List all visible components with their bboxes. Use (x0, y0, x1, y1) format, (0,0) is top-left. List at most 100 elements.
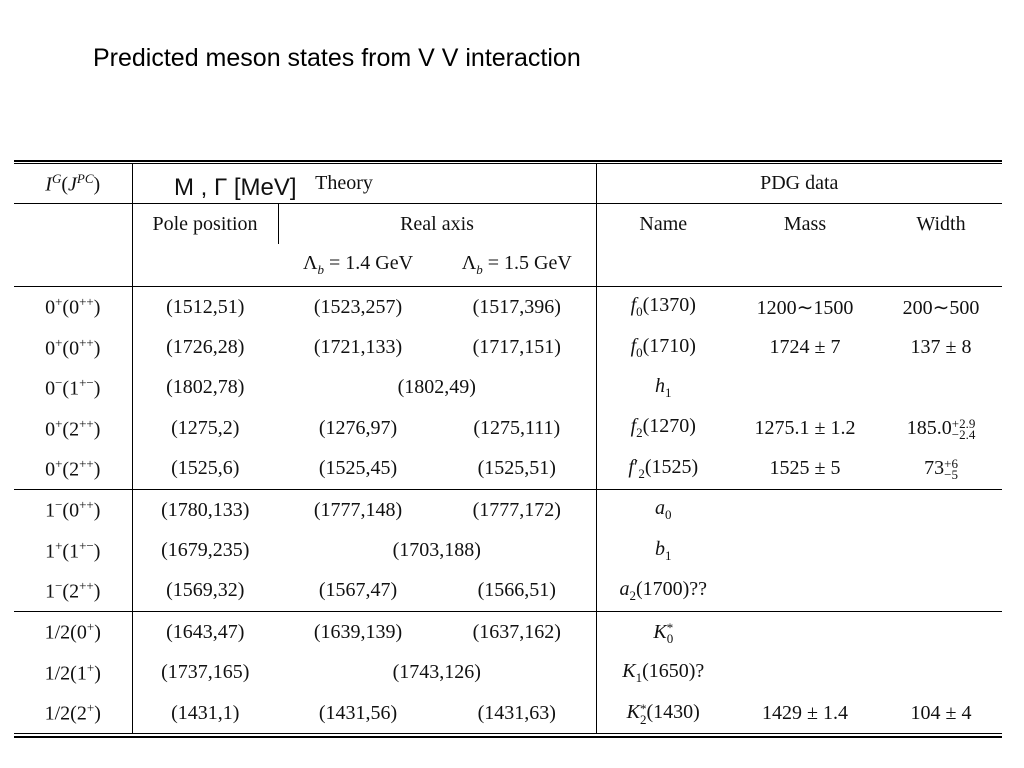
header-real-axis: Real axis (277, 203, 597, 244)
pole-cell: (1802,78) (131, 367, 278, 409)
name-cell: K* 2(1430) (595, 692, 731, 734)
table-row: 1−(0++) (1780,133) (1777,148) (1777,172)… (14, 488, 1003, 531)
header-row-2: Pole position Real axis Name Mass Width (14, 203, 1003, 244)
real-axis-cell: (1703,188) (392, 539, 481, 562)
name-cell: a2(1700)?? (595, 570, 731, 612)
real-axis-14-cell: (1721,133) (313, 336, 403, 359)
table-row: 1+(1+−) (1679,235) (1703,188) b1 (14, 530, 1002, 571)
real-axis-15-cell: (1275,111) (473, 416, 561, 439)
mass-cell (730, 488, 881, 531)
pole-cell: (1643,47) (131, 611, 278, 653)
mass-cell: 1200∼1500 (730, 286, 881, 328)
pole-cell: (1737,165) (131, 652, 278, 693)
header-empty (880, 244, 1002, 287)
mass-cell: 1724 ± 7 (769, 336, 841, 359)
real-axis-15-cell: (1525,51) (477, 457, 556, 480)
table-row: 1/2(1+) (1737,165) (1743,126) K1(1650)? (14, 652, 1002, 693)
pole-cell: (1275,2) (131, 408, 278, 449)
width-cell (880, 530, 1002, 570)
name-cell: b1 (595, 530, 731, 571)
header-empty (595, 244, 731, 287)
header-mass: Mass (730, 203, 881, 244)
header-empty (14, 244, 132, 287)
width-cell (880, 653, 1002, 693)
table-row: 1/2(0+) (1643,47) (1639,139) (1637,162) … (14, 611, 1003, 653)
table-row: 1−(2++) (1569,32) (1567,47) (1566,51) a2… (14, 570, 1002, 612)
width-cell: 73+6 −5 (924, 456, 958, 483)
pole-cell: (1525,6) (131, 448, 278, 490)
width-cell: 104 ± 4 (910, 701, 972, 724)
name-cell: K* 0 (595, 611, 731, 653)
header-lambda-15: Λb = 1.5 GeV (461, 252, 572, 277)
pole-cell: (1512,51) (131, 286, 278, 328)
qn-cell: 0+(2++) (45, 455, 101, 481)
name-cell: f0(1710) (595, 327, 731, 368)
qn-cell: 1−(2++) (45, 578, 101, 603)
header-pdg: PDG data (595, 164, 1003, 204)
header-name: Name (595, 203, 731, 244)
real-axis-cell: (1802,49) (397, 376, 476, 399)
name-cell: K1(1650)? (595, 652, 731, 693)
width-cell (880, 488, 1003, 531)
pole-cell: (1431,1) (131, 692, 278, 734)
units-label: M , Γ [MeV] (174, 174, 297, 201)
table-bottom-rule (14, 733, 1002, 739)
name-cell: a0 (595, 488, 731, 531)
pole-cell: (1679,235) (131, 530, 278, 571)
header-row-1: IG(JPC) Theory PDG data (14, 164, 1003, 204)
qn-cell: 1/2(0+) (14, 611, 132, 653)
mass-cell (730, 611, 881, 653)
mass-cell (730, 571, 880, 612)
meson-states-table: IG(JPC) Theory PDG data Pole position Re… (14, 164, 1003, 734)
real-axis-14-cell: (1525,45) (318, 457, 398, 480)
qn-cell: 0+(0++) (14, 286, 132, 328)
width-cell: 185.0+2.9 −2.4 (906, 416, 976, 443)
qn-cell: 0+(2++) (45, 415, 101, 441)
qn-cell: 1+(1+−) (45, 537, 101, 563)
pole-cell: (1726,28) (131, 327, 278, 368)
table-row: 0+(2++) (1525,6) (1525,45) (1525,51) f′2… (14, 448, 1002, 490)
width-cell: 137 ± 8 (910, 336, 972, 359)
mass-cell: 1525 ± 5 (769, 457, 841, 480)
pole-cell: (1780,133) (131, 488, 278, 531)
width-cell (880, 368, 1002, 408)
header-theory: Theory (131, 164, 597, 204)
table-row: 0−(1+−) (1802,78) (1802,49) h1 (14, 367, 1002, 409)
qn-cell: 1−(0++) (14, 488, 132, 531)
header-empty (131, 244, 278, 287)
real-axis-15-cell: (1517,396) (438, 286, 597, 328)
header-lambda-14: Λb = 1.4 GeV (302, 252, 414, 277)
real-axis-15-cell: (1431,63) (477, 701, 556, 724)
header-row-3: Λb = 1.4 GeV Λb = 1.5 GeV (14, 244, 1002, 287)
table-row: 1/2(2+) (1431,1) (1431,56) (1431,63) K* 2… (14, 692, 1002, 734)
real-axis-15-cell: (1566,51) (477, 579, 556, 602)
header-empty (730, 244, 880, 287)
real-axis-14-cell: (1639,139) (278, 611, 438, 653)
qn-cell: 1/2(1+) (44, 659, 101, 685)
slide-title: Predicted meson states from V V interact… (93, 44, 581, 72)
real-axis-14-cell: (1523,257) (278, 286, 438, 328)
name-cell: f2(1270) (595, 408, 731, 449)
real-axis-14-cell: (1276,97) (318, 416, 398, 439)
mass-cell (730, 653, 880, 693)
real-axis-cell: (1743,126) (392, 661, 481, 684)
real-axis-14-cell: (1431,56) (318, 701, 398, 724)
table-row: 0+(0++) (1512,51) (1523,257) (1517,396) … (14, 286, 1003, 328)
table-row: 0+(0++) (1726,28) (1721,133) (1717,151) … (14, 327, 1002, 368)
mass-cell (730, 530, 880, 570)
table-row: 0+(2++) (1275,2) (1276,97) (1275,111) f2… (14, 408, 1002, 449)
mass-cell: 1429 ± 1.4 (762, 701, 848, 724)
header-pole: Pole position (131, 203, 278, 244)
width-cell (880, 571, 1002, 612)
real-axis-14-cell: (1567,47) (318, 579, 398, 602)
qn-cell: 0+(0++) (45, 334, 101, 360)
width-cell (880, 611, 1003, 653)
mass-cell: 1275.1 ± 1.2 (754, 416, 856, 439)
header-quantum-numbers: IG(JPC) (45, 170, 101, 196)
width-cell: 200∼500 (880, 286, 1003, 328)
name-cell: f′2(1525) (595, 448, 731, 490)
header-width: Width (880, 203, 1003, 244)
pole-cell: (1569,32) (131, 570, 278, 612)
header-empty (14, 203, 132, 244)
meson-table: M , Γ [MeV] IG(JPC) Theory PDG data Pole… (14, 160, 1003, 739)
